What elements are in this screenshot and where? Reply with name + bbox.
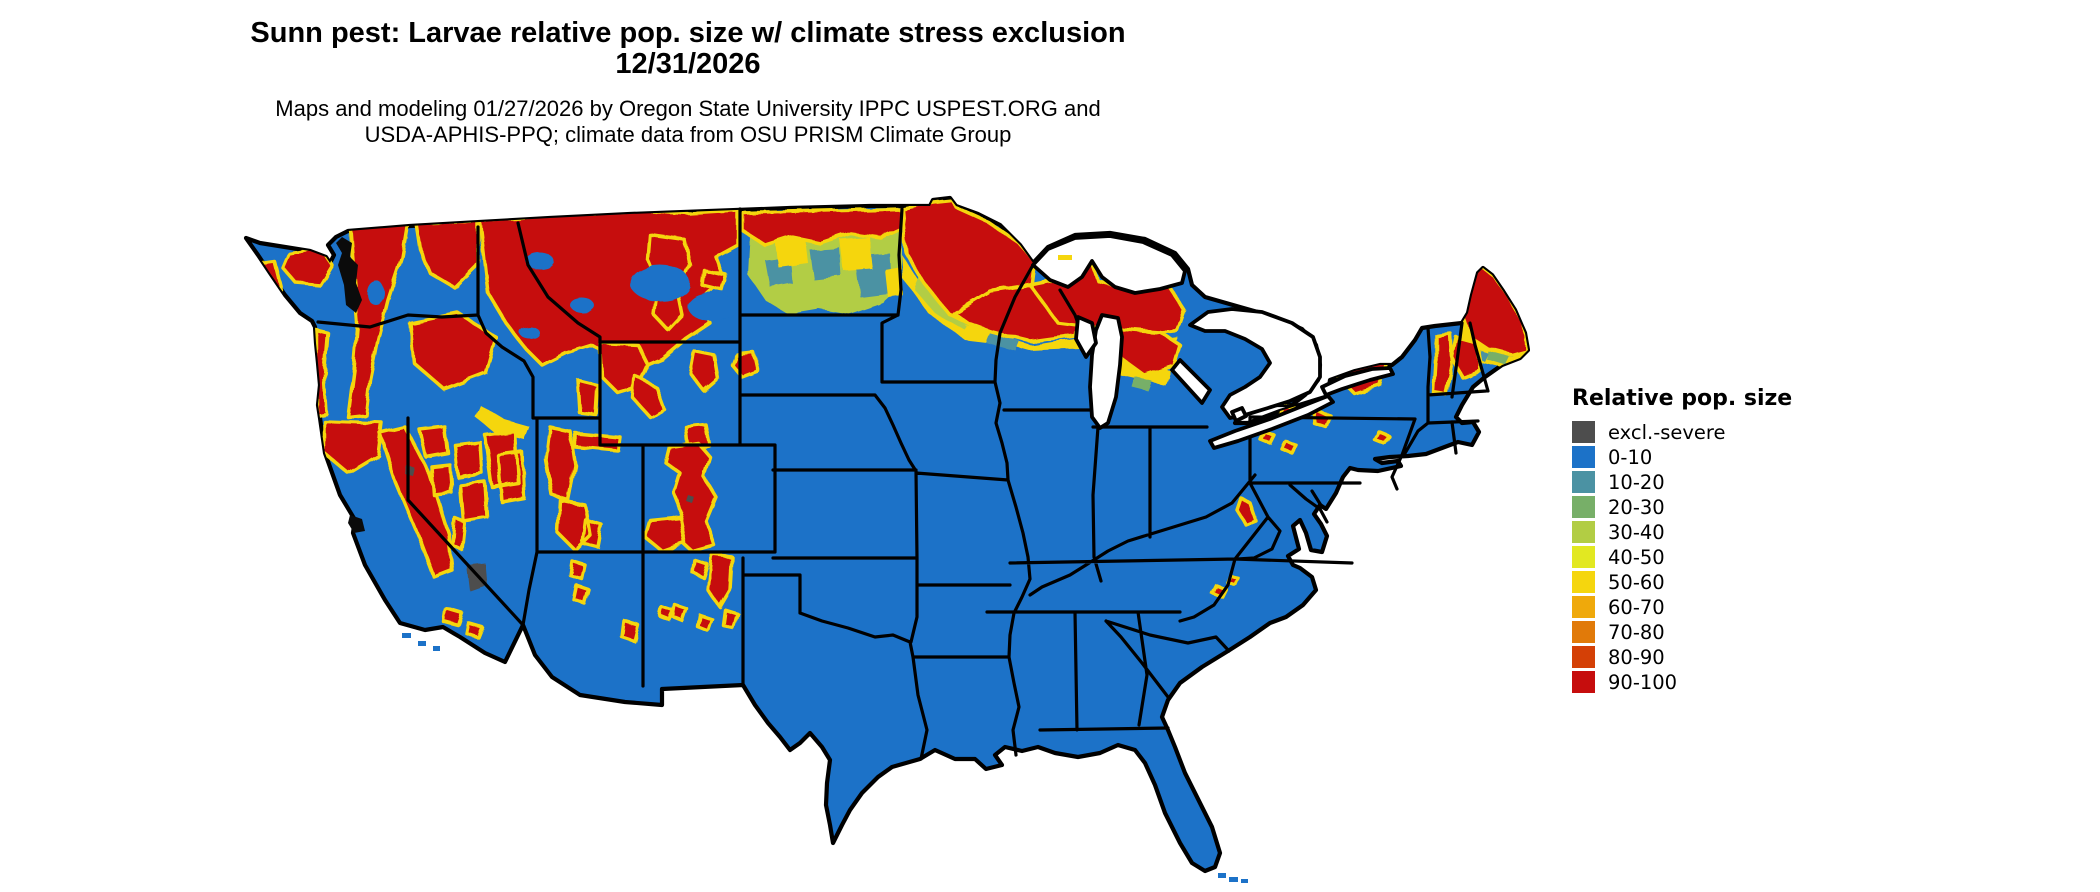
legend-item: 50-60 (1572, 570, 1792, 594)
green-bay (1074, 315, 1098, 359)
legend-swatch (1572, 471, 1595, 493)
map-legend: Relative pop. size excl.-severe 0-10 10-… (1572, 386, 1792, 696)
legend-item: 0-10 (1572, 445, 1792, 469)
legend-item: 60-70 (1572, 595, 1792, 619)
page-title-line2: 12/31/2026 (615, 48, 761, 80)
us-map (230, 165, 1531, 892)
us-landmass (243, 195, 1531, 874)
page-title-line1: Sunn pest: Larvae relative pop. size w/ … (250, 17, 1126, 49)
figure-subtitle: Maps and modeling 01/27/2026 by Oregon S… (0, 96, 1376, 148)
legend-label: 50-60 (1608, 570, 1665, 594)
puget-sound (336, 237, 362, 313)
valley-holes (367, 253, 736, 339)
legend-item: excl.-severe (1572, 420, 1792, 444)
legend-label: 40-50 (1608, 545, 1665, 569)
high-population-patches (258, 198, 1528, 643)
legend-label: 60-70 (1608, 595, 1665, 619)
subtitle-line2: USDA-APHIS-PPQ; climate data from OSU PR… (364, 122, 1012, 147)
legend-label: 30-40 (1608, 520, 1665, 544)
legend-label: 70-80 (1608, 620, 1665, 644)
legend-swatch (1572, 521, 1595, 543)
legend-item: 30-40 (1572, 520, 1792, 544)
legend-item: 70-80 (1572, 620, 1792, 644)
saginaw-bay (1170, 358, 1212, 405)
lake-st-clair (1230, 406, 1248, 423)
legend-title: Relative pop. size (1572, 386, 1793, 411)
legend-item: 80-90 (1572, 645, 1792, 669)
legend-item: 10-20 (1572, 470, 1792, 494)
legend-swatch (1572, 571, 1595, 593)
state-borders (316, 207, 1490, 761)
legend-swatch (1572, 621, 1595, 643)
legend-item: 40-50 (1572, 545, 1792, 569)
legend-swatch (1572, 646, 1595, 668)
us-map-svg (243, 195, 1531, 883)
legend-swatch (1572, 596, 1595, 618)
transition-patches (475, 225, 1526, 487)
great-lakes (1031, 234, 1395, 450)
legend-swatch (1572, 421, 1595, 443)
legend-swatch (1572, 496, 1595, 518)
legend-label: 0-10 (1608, 445, 1653, 469)
legend-label: excl.-severe (1608, 420, 1726, 444)
legend-label: 80-90 (1608, 645, 1665, 669)
subtitle-line1: Maps and modeling 01/27/2026 by Oregon S… (275, 96, 1101, 121)
figure-header: Sunn pest: Larvae relative pop. size w/ … (0, 18, 1376, 148)
legend-swatch (1572, 446, 1595, 468)
san-francisco-bay (348, 515, 365, 533)
lake-ontario (1320, 366, 1395, 397)
legend-swatch (1572, 671, 1595, 693)
legend-item: 20-30 (1572, 495, 1792, 519)
legend-label: 20-30 (1608, 495, 1665, 519)
legend-label: 90-100 (1608, 670, 1678, 694)
isle-royale (1058, 255, 1072, 260)
legend-items: excl.-severe 0-10 10-20 20-30 (1572, 420, 1792, 694)
lake-erie (1208, 394, 1335, 450)
legend-swatch (1572, 546, 1595, 568)
inshore-waters (336, 237, 365, 533)
legend-item: 90-100 (1572, 670, 1792, 694)
lake-superior (1031, 234, 1187, 295)
islands (402, 255, 1248, 883)
legend-label: 10-20 (1608, 470, 1665, 494)
